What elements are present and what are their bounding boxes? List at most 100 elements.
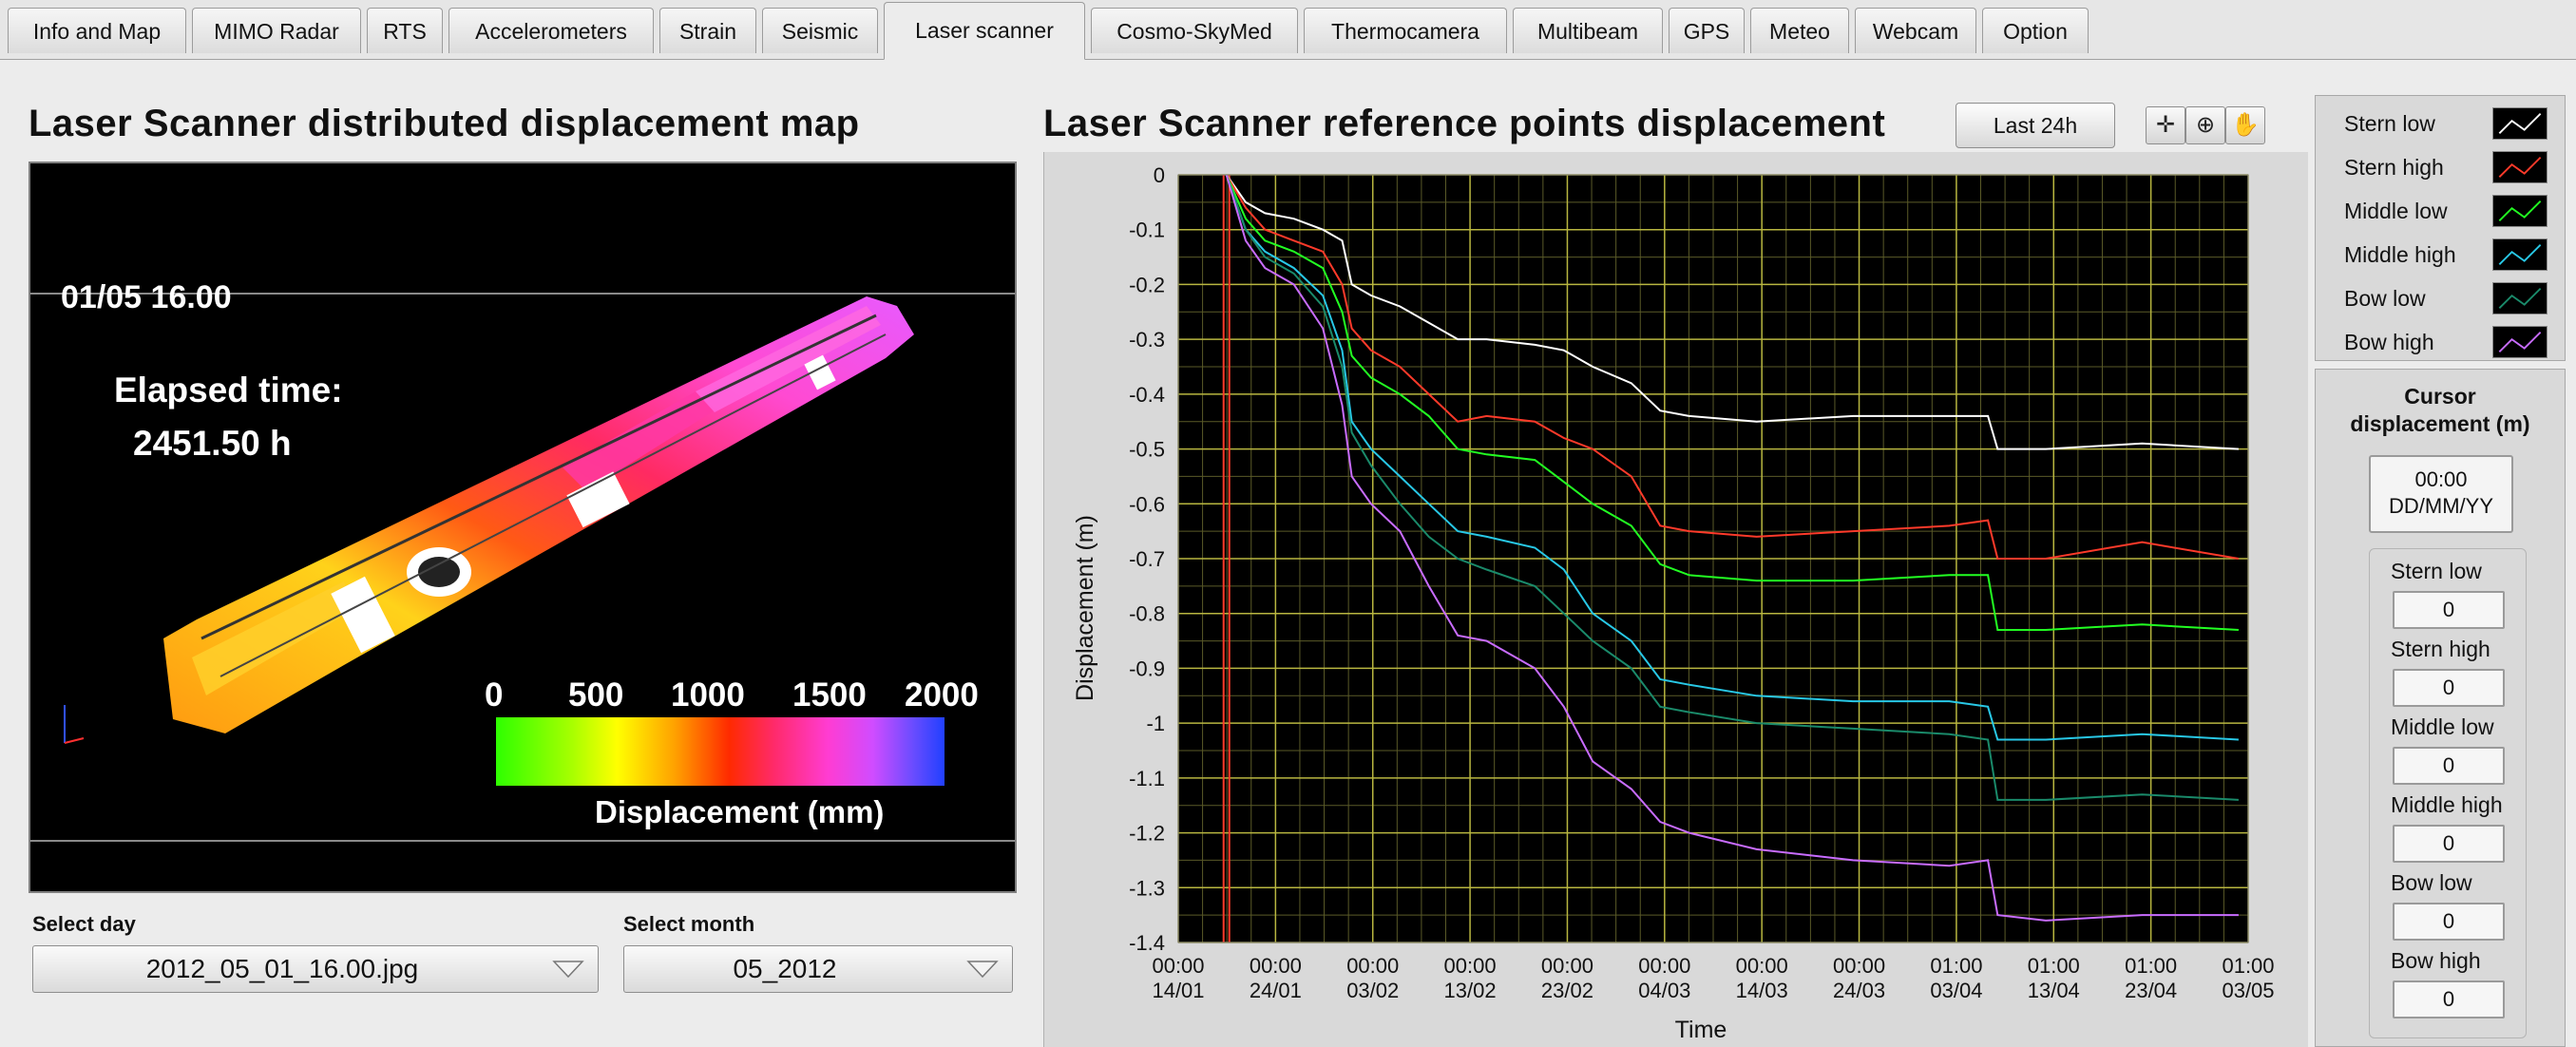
x-tick-date: 13/02 — [1444, 979, 1497, 1002]
ship-point-cloud — [64, 296, 914, 744]
select-month-value: 05_2012 — [733, 954, 837, 983]
series-line-bow-low — [1225, 174, 2239, 801]
cursor-value-stern-high: 0 — [2393, 669, 2505, 707]
legend-item[interactable]: Bow high — [2316, 320, 2565, 364]
tab-mimo-radar[interactable]: MIMO Radar — [192, 8, 361, 53]
y-tick-label: -0.1 — [1129, 219, 1165, 242]
x-tick-date: 03/05 — [2222, 979, 2274, 1002]
pan-hand-icon[interactable]: ✋ — [2225, 106, 2265, 144]
tab-gps[interactable]: GPS — [1669, 8, 1745, 53]
x-tick-date: 14/03 — [1736, 979, 1788, 1002]
tab-laser-scanner[interactable]: Laser scanner — [884, 2, 1085, 60]
tab-info-and-map[interactable]: Info and Map — [8, 8, 186, 53]
x-tick-date: 03/02 — [1346, 979, 1399, 1002]
cursor-values-group: Stern low 0 Stern high 0 Middle low 0 Mi… — [2369, 548, 2527, 1038]
tab-bar: Info and Map MIMO Radar RTS Acceleromete… — [0, 0, 2576, 60]
y-tick-label: -0.6 — [1129, 492, 1165, 516]
cursor-value-stern-low: 0 — [2393, 591, 2505, 629]
y-tick-label: -0.2 — [1129, 273, 1165, 296]
tab-strain[interactable]: Strain — [659, 8, 756, 53]
x-tick-time: 00:00 — [1346, 954, 1399, 978]
tab-multibeam[interactable]: Multibeam — [1513, 8, 1663, 53]
crosshair-tool-icon[interactable]: ✛ — [2146, 106, 2185, 144]
elapsed-time-label: Elapsed time: — [114, 371, 343, 409]
x-tick-date: 23/02 — [1541, 979, 1593, 1002]
select-month-dropdown[interactable]: 05_2012 — [623, 945, 1013, 993]
legend-swatch-icon — [2492, 151, 2547, 183]
x-tick-time: 01:00 — [2222, 954, 2274, 978]
cursor-value-middle-low: 0 — [2393, 747, 2505, 785]
tab-cosmo-skymed[interactable]: Cosmo-SkyMed — [1091, 8, 1298, 53]
map-frame-bottom-line — [30, 840, 1015, 842]
displacement-map-panel: 01/05 16.00 Elapsed time: 2451.50 h 0 — [29, 162, 1017, 893]
chevron-down-icon — [966, 961, 999, 979]
tab-meteo[interactable]: Meteo — [1750, 8, 1849, 53]
y-tick-label: -1.1 — [1129, 767, 1165, 790]
tab-rts[interactable]: RTS — [367, 8, 443, 53]
x-tick-time: 01:00 — [2028, 954, 2080, 978]
y-tick-label: -1.2 — [1129, 822, 1165, 846]
colorbar-tick-1000: 1000 — [671, 676, 745, 714]
legend-swatch-icon — [2492, 326, 2547, 358]
cursor-value-label: Middle high — [2391, 792, 2503, 817]
x-tick-time: 00:00 — [1638, 954, 1690, 978]
x-tick-date: 24/03 — [1833, 979, 1885, 1002]
legend-label: Middle low — [2344, 199, 2448, 223]
x-tick-time: 01:00 — [1930, 954, 1982, 978]
cursor-value-middle-high: 0 — [2393, 825, 2505, 863]
x-tick-time: 00:00 — [1541, 954, 1593, 978]
elapsed-time-value: 2451.50 h — [133, 424, 292, 463]
legend-item[interactable]: Bow low — [2316, 276, 2565, 320]
x-tick-time: 00:00 — [1250, 954, 1302, 978]
map-title: Laser Scanner distributed displacement m… — [29, 103, 860, 144]
last-24h-button[interactable]: Last 24h — [1956, 103, 2115, 148]
tab-thermocamera[interactable]: Thermocamera — [1304, 8, 1507, 53]
cursor-title-line1: Cursor — [2404, 384, 2476, 409]
legend-item[interactable]: Stern low — [2316, 102, 2565, 145]
series-line-middle-low — [1225, 174, 2239, 631]
displacement-chart[interactable]: Displacement (m) Time 0 -0.1 -0.2 -0.3 -0.4 -… — [1036, 152, 2309, 1047]
cursor-value-label: Middle low — [2391, 714, 2494, 739]
x-tick-date: 14/01 — [1152, 979, 1204, 1002]
plot-frame — [1177, 174, 2249, 943]
cursor-value-bow-high: 0 — [2393, 980, 2505, 1018]
cursor-value-label: Stern high — [2391, 637, 2490, 661]
cursor-value-label: Bow low — [2391, 870, 2472, 895]
series-line-bow-high — [1225, 174, 2239, 922]
x-axis-label: Time — [1675, 1017, 1727, 1043]
legend-swatch-icon — [2492, 282, 2547, 314]
tab-webcam[interactable]: Webcam — [1855, 8, 1976, 53]
series-line-middle-high — [1225, 174, 2239, 741]
tab-accelerometers[interactable]: Accelerometers — [448, 8, 654, 53]
x-tick-time: 00:00 — [1152, 954, 1204, 978]
cursor-value-bow-low: 0 — [2393, 903, 2505, 941]
cursor-time-display: 00:00 DD/MM/YY — [2369, 455, 2513, 533]
select-day-dropdown[interactable]: 2012_05_01_16.00.jpg — [32, 945, 599, 993]
select-day-label: Select day — [32, 912, 136, 936]
legend-swatch-icon — [2492, 195, 2547, 227]
y-tick-label: -0.5 — [1129, 438, 1165, 462]
map-frame-top-line — [30, 293, 1015, 295]
y-axis-label: Displacement (m) — [1072, 515, 1098, 701]
legend-item[interactable]: Stern high — [2316, 145, 2565, 189]
x-tick-time: 00:00 — [1833, 954, 1885, 978]
y-tick-label: -0.7 — [1129, 547, 1165, 571]
x-tick-date: 04/03 — [1638, 979, 1690, 1002]
y-tick-label: -1.4 — [1129, 931, 1165, 955]
legend-item[interactable]: Middle high — [2316, 233, 2565, 276]
tab-option[interactable]: Option — [1982, 8, 2089, 53]
tab-seismic[interactable]: Seismic — [762, 8, 878, 53]
y-tick-label: -0.3 — [1129, 328, 1165, 352]
series-legend: Stern low Stern high Middle low Middle h… — [2315, 95, 2566, 361]
colorbar-tick-1500: 1500 — [792, 676, 867, 714]
cursor-title-line2: displacement (m) — [2350, 411, 2530, 436]
y-tick-label: 0 — [1154, 163, 1165, 187]
cursor-displacement-panel: Cursor displacement (m) 00:00 DD/MM/YY S… — [2315, 369, 2566, 1047]
zoom-tool-icon[interactable]: ⊕ — [2185, 106, 2225, 144]
series-line-stern-low — [1225, 174, 2239, 450]
map-timestamp: 01/05 16.00 — [61, 279, 232, 315]
cursor-time: 00:00 — [2414, 467, 2468, 491]
displacement-colorbar — [496, 717, 945, 786]
legend-item[interactable]: Middle low — [2316, 189, 2565, 233]
x-tick-time: 00:00 — [1736, 954, 1788, 978]
